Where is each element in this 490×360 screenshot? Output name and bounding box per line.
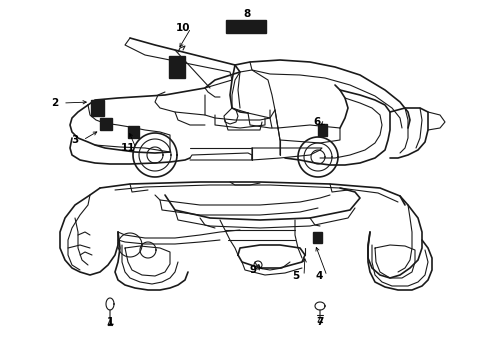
- Text: 9: 9: [249, 265, 257, 275]
- Bar: [128, 126, 139, 138]
- Text: 11: 11: [121, 143, 135, 153]
- Text: 8: 8: [244, 9, 250, 19]
- Text: 6: 6: [314, 117, 320, 127]
- Bar: [91, 100, 104, 116]
- Text: 4: 4: [315, 271, 323, 281]
- Text: 5: 5: [293, 271, 299, 281]
- Bar: [313, 232, 322, 243]
- Bar: [169, 56, 185, 78]
- Text: 7: 7: [317, 317, 324, 327]
- Text: 1: 1: [106, 317, 114, 327]
- Bar: [100, 118, 112, 130]
- Text: 3: 3: [72, 135, 78, 145]
- Text: 10: 10: [176, 23, 190, 33]
- Bar: [318, 124, 327, 136]
- Text: 2: 2: [51, 98, 59, 108]
- Bar: [226, 20, 266, 33]
